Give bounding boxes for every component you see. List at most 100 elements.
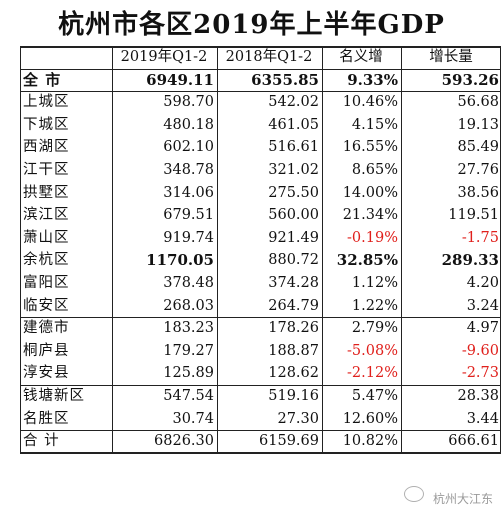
growth-rate: 10.82% (342, 433, 398, 450)
row-divider (20, 385, 501, 386)
growth-rate: 12.60% (342, 410, 398, 427)
value-2019: 183.23 (163, 320, 214, 337)
table-row: 江干区 348.78 321.02 8.65% 27.76 (20, 159, 501, 182)
value-2019: 6949.11 (146, 70, 214, 89)
value-2018: 321.02 (268, 161, 319, 178)
value-2019: 679.51 (163, 207, 214, 224)
increase: 85.49 (457, 139, 499, 156)
growth-rate: 16.55% (342, 139, 398, 156)
value-2019: 480.18 (163, 116, 214, 133)
table-row: 建德市 183.23 178.26 2.79% 4.97 (20, 317, 501, 340)
increase: 27.76 (457, 161, 499, 178)
region-name: 滨江区 (23, 207, 70, 224)
growth-rate: 14.00% (342, 184, 398, 201)
increase: 119.51 (448, 207, 499, 224)
increase: 56.68 (457, 94, 499, 111)
growth-rate: 1.12% (351, 274, 398, 291)
row-divider (20, 46, 501, 48)
value-2018: 461.05 (268, 116, 319, 133)
increase: 3.44 (466, 410, 499, 427)
increase: 19.13 (457, 116, 499, 133)
column-divider (500, 46, 501, 453)
region-name: 临安区 (23, 297, 70, 314)
value-2018: 921.49 (268, 229, 319, 246)
table-row: 临安区 268.03 264.79 1.22% 3.24 (20, 295, 501, 318)
table-row: 名胜区 30.74 27.30 12.60% 3.44 (20, 408, 501, 431)
value-2018: 27.30 (277, 410, 319, 427)
table-row: 拱墅区 314.06 275.50 14.00% 38.56 (20, 182, 501, 205)
region-name: 萧山区 (23, 229, 70, 246)
value-2018: 178.26 (268, 320, 319, 337)
growth-rate: 32.85% (336, 251, 398, 270)
region-name: 合 计 (23, 433, 60, 450)
table-row: 萧山区 919.74 921.49 -0.19% -1.75 (20, 227, 501, 250)
value-2019: 348.78 (163, 161, 214, 178)
region-name: 建德市 (23, 320, 70, 337)
value-2018: 880.72 (268, 252, 319, 269)
growth-rate: 5.47% (351, 387, 398, 404)
header-2018: 2018年Q1-2 (225, 49, 313, 65)
growth-rate: -5.08% (347, 342, 398, 359)
growth-rate: -2.12% (347, 365, 398, 382)
value-2019: 1170.05 (146, 251, 214, 270)
region-name: 西湖区 (23, 139, 70, 156)
region-name: 下城区 (23, 116, 70, 133)
table-title: 杭州市各区2019年上半年GDP (58, 10, 445, 40)
growth-rate: 10.46% (342, 94, 398, 111)
table-header-row: 2019年Q1-2 2018年Q1-2 名义增 增长量 (20, 46, 501, 69)
value-2019: 268.03 (163, 297, 214, 314)
value-2019: 919.74 (163, 229, 214, 246)
region-name: 江干区 (23, 161, 70, 178)
increase: -9.60 (461, 342, 499, 359)
table-row: 桐庐县 179.27 188.87 -5.08% -9.60 (20, 340, 501, 363)
value-2018: 128.62 (268, 365, 319, 382)
table-row: 下城区 480.18 461.05 4.15% 19.13 (20, 114, 501, 137)
increase: 666.61 (448, 433, 499, 450)
value-2018: 6355.85 (251, 70, 319, 89)
value-2018: 6159.69 (259, 433, 319, 450)
growth-rate: -0.19% (347, 229, 398, 246)
value-2019: 602.10 (163, 139, 214, 156)
table-row: 合 计 6826.30 6159.69 10.82% 666.61 (20, 430, 501, 453)
value-2019: 6826.30 (154, 433, 214, 450)
header-growth: 名义增 (339, 49, 383, 65)
value-2018: 264.79 (268, 297, 319, 314)
increase: -2.73 (461, 365, 499, 382)
column-divider (20, 46, 21, 453)
value-2018: 188.87 (268, 342, 319, 359)
increase: 593.26 (441, 70, 499, 89)
region-name: 名胜区 (23, 410, 70, 427)
value-2019: 598.70 (163, 94, 214, 111)
table-row: 滨江区 679.51 560.00 21.34% 119.51 (20, 204, 501, 227)
table-row: 全 市 6949.11 6355.85 9.33% 593.26 (20, 69, 501, 92)
region-name: 余杭区 (23, 252, 70, 269)
row-divider (20, 430, 501, 432)
column-divider (217, 46, 218, 453)
growth-rate: 1.22% (351, 297, 398, 314)
gdp-table: 2019年Q1-2 2018年Q1-2 名义增 增长量 全 市 6949.11 63… (20, 46, 501, 453)
value-2018: 516.61 (268, 139, 319, 156)
row-divider (20, 68, 501, 70)
value-2018: 275.50 (268, 184, 319, 201)
wechat-icon (404, 486, 424, 502)
region-name: 全 市 (23, 70, 62, 89)
increase: 289.33 (441, 251, 499, 270)
increase: 38.56 (457, 184, 499, 201)
value-2019: 30.74 (172, 410, 214, 427)
row-divider (20, 91, 501, 93)
region-name: 淳安县 (23, 365, 70, 382)
growth-rate: 2.79% (351, 320, 398, 337)
table-row: 西湖区 602.10 516.61 16.55% 85.49 (20, 136, 501, 159)
table-row: 余杭区 1170.05 880.72 32.85% 289.33 (20, 249, 501, 272)
region-name: 钱塘新区 (23, 387, 85, 404)
value-2018: 519.16 (268, 387, 319, 404)
growth-rate: 4.15% (351, 116, 398, 133)
row-divider (20, 451, 501, 454)
header-increase: 增长量 (429, 49, 473, 65)
region-name: 富阳区 (23, 274, 70, 291)
increase: 3.24 (466, 297, 499, 314)
table-row: 富阳区 378.48 374.28 1.12% 4.20 (20, 272, 501, 295)
increase: 4.97 (466, 320, 499, 337)
growth-rate: 21.34% (342, 207, 398, 224)
value-2019: 179.27 (163, 342, 214, 359)
